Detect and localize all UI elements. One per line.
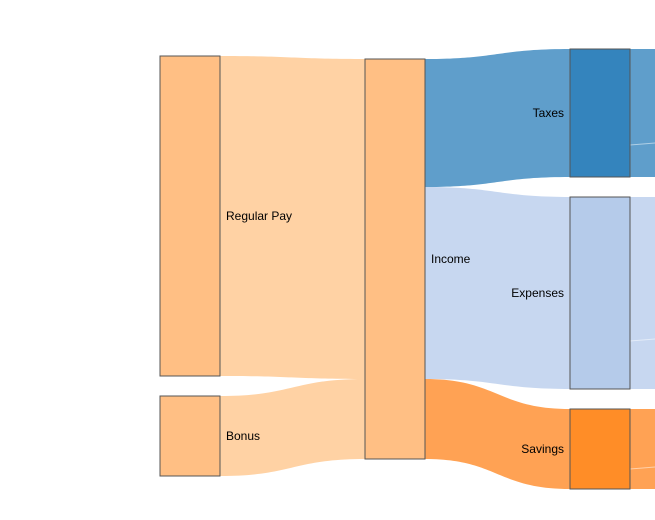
node-bonus[interactable] [159, 395, 221, 477]
link-stub-savings[interactable] [630, 409, 655, 489]
node-regular-pay[interactable] [159, 55, 221, 377]
link-income-to-taxes[interactable] [425, 49, 570, 187]
node-label-expenses: Expenses [511, 286, 564, 300]
links-layer [220, 49, 655, 489]
nodes-layer [159, 48, 631, 490]
node-label-taxes: Taxes [533, 106, 564, 120]
node-label-regular-pay: Regular Pay [226, 209, 292, 223]
link-stub-taxes[interactable] [630, 49, 655, 177]
link-income-to-expenses[interactable] [425, 187, 570, 389]
link-bonus-to-income[interactable] [220, 379, 365, 476]
link-stub-divider [629, 338, 655, 342]
link-stub-divider [629, 142, 655, 146]
labels-layer: Regular Pay Bonus Income Taxes Expenses Savin… [226, 106, 564, 456]
node-label-income: Income [431, 252, 471, 266]
link-stub-divider [629, 466, 655, 470]
node-expenses[interactable] [569, 196, 631, 390]
link-regular-pay-to-income[interactable] [220, 56, 365, 379]
node-taxes[interactable] [569, 48, 631, 178]
link-stub-expenses[interactable] [630, 197, 655, 389]
node-income[interactable] [364, 58, 426, 460]
node-savings[interactable] [569, 408, 631, 490]
node-label-bonus: Bonus [226, 429, 260, 443]
node-label-savings: Savings [521, 442, 564, 456]
link-income-to-savings[interactable] [425, 379, 570, 489]
